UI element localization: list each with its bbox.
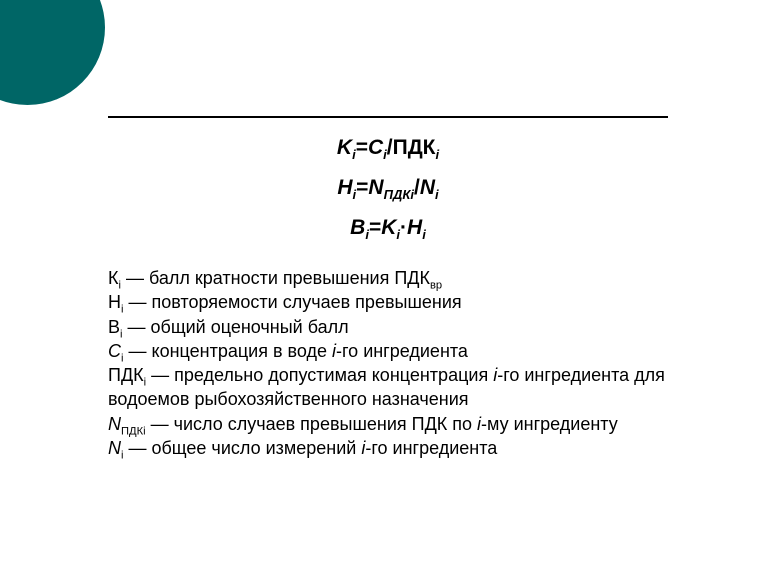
sym-H: Н	[337, 176, 352, 199]
term-C: С	[108, 341, 121, 361]
corner-accent-circle	[0, 0, 105, 105]
term-NPDK: N	[108, 414, 121, 434]
text-b: -му ингредиенту	[481, 414, 618, 434]
text: — общий оценочный балл	[123, 317, 349, 337]
sym-C: C	[368, 136, 383, 159]
definitions-block: Кi — балл кратности превышения ПДКвр Нi …	[108, 266, 722, 460]
sym-N2: N	[420, 176, 435, 199]
text-a: — число случаев превышения ПДК по	[146, 414, 477, 434]
def-NPDK: NПДКi — число случаев превышения ПДК по …	[108, 412, 722, 436]
text: — балл кратности превышения ПДК	[121, 268, 430, 288]
title-rule	[108, 116, 668, 118]
slide: { "colors": { "accent_circle": "#006666"…	[0, 0, 768, 576]
def-H: Нi — повторяемости случаев превышения	[108, 290, 722, 314]
sub-PDK: i	[435, 147, 439, 162]
text-b: -го ингредиента	[336, 341, 468, 361]
text: — повторяемости случаев превышения	[123, 292, 461, 312]
text-a: — концентрация в воде	[123, 341, 332, 361]
text-b: -го ингредиента	[365, 438, 497, 458]
sym-K: K	[337, 136, 352, 159]
term-N: N	[108, 438, 121, 458]
formula-block: Ki=Ci/ПДКi Нi=NПДКi/Ni Вi=Ki·Нi	[108, 128, 668, 248]
sym-H: Н	[407, 216, 422, 239]
term-PDK: ПДК	[108, 365, 144, 385]
eq: =	[369, 216, 381, 239]
term-K: К	[108, 268, 119, 288]
sym-K: K	[381, 216, 396, 239]
def-C: Сi — концентрация в воде i-го ингредиент…	[108, 339, 722, 363]
def-N: Ni — общее число измерений i-го ингредие…	[108, 436, 722, 460]
text-a: — общее число измерений	[123, 438, 361, 458]
def-PDK: ПДКi — предельно допустимая концентрация…	[108, 363, 722, 412]
term-H: Н	[108, 292, 121, 312]
sym-B: В	[350, 216, 365, 239]
formula-2: Нi=NПДКi/Ni	[108, 168, 668, 208]
sym-PDK: ПДК	[393, 136, 436, 159]
sub-Ni: i	[435, 187, 439, 202]
eq: =	[356, 136, 368, 159]
eq: =	[356, 176, 368, 199]
sub-NPDKi: ПДКi	[384, 187, 414, 202]
sym-N: N	[368, 176, 383, 199]
def-K: Кi — балл кратности превышения ПДКвр	[108, 266, 722, 290]
formula-1: Ki=Ci/ПДКi	[108, 128, 668, 168]
sub-Hi: i	[422, 227, 426, 242]
dot: ·	[400, 216, 407, 239]
formula-3: Вi=Ki·Нi	[108, 208, 668, 248]
text-a: — предельно допустимая концентрация	[146, 365, 493, 385]
def-B: Вi — общий оценочный балл	[108, 315, 722, 339]
term-B: В	[108, 317, 120, 337]
